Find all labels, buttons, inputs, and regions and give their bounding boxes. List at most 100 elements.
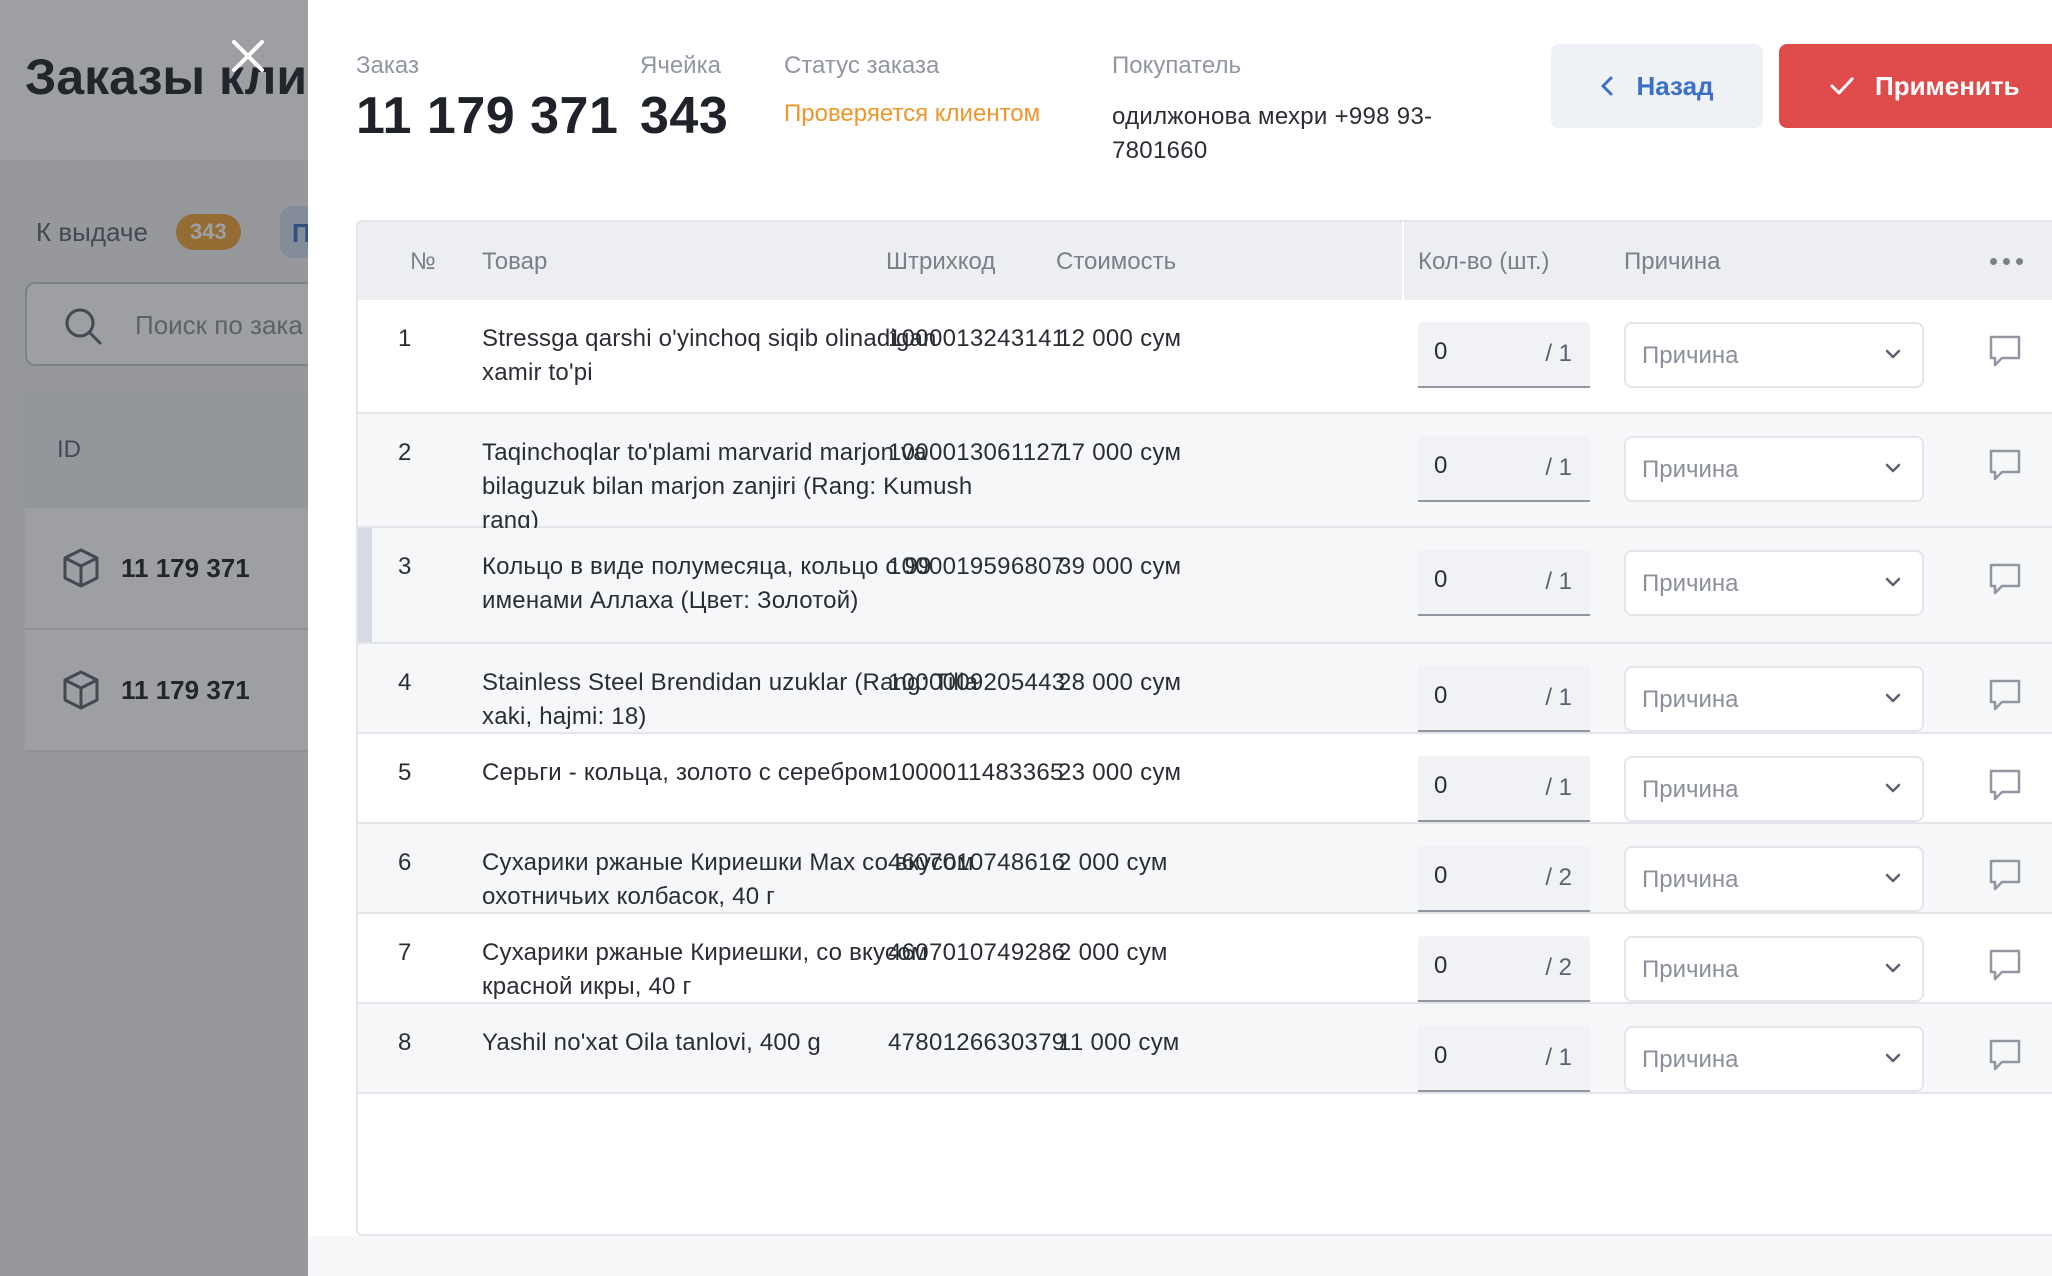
price: 2 000 сум: [1058, 849, 1168, 876]
quantity-field[interactable]: / 1: [1418, 436, 1590, 502]
barcode: 1000013061127: [888, 439, 1064, 466]
quantity-input[interactable]: [1434, 338, 1514, 366]
comment-icon[interactable]: [1988, 448, 2022, 482]
product-name: Сухарики ржаные Кириешки Max со вкусом о…: [482, 849, 974, 910]
comment-icon[interactable]: [1988, 858, 2022, 892]
check-icon: [1830, 77, 1854, 95]
reason-select[interactable]: Причина: [1624, 1026, 1924, 1092]
cell-label: Ячейка: [640, 52, 721, 79]
reason-select-placeholder: Причина: [1642, 570, 1739, 597]
table-row[interactable]: 11 179 371: [25, 630, 545, 752]
chevron-down-icon: [1885, 1053, 1901, 1063]
reason-select[interactable]: Причина: [1624, 936, 1924, 1002]
table-row: 4 Stainless Steel Brendidan uzuklar (Rang…: [358, 644, 2052, 734]
table-row[interactable]: 11 179 371: [25, 508, 545, 630]
row-number: 3: [398, 553, 412, 580]
quantity-field[interactable]: / 1: [1418, 756, 1590, 822]
price: 2 000 сум: [1058, 939, 1168, 966]
reason-select[interactable]: Причина: [1624, 550, 1924, 616]
table-row: 7 Сухарики ржаные Кириешки, со вкусом кра…: [358, 914, 2052, 1004]
back-button-label: Назад: [1636, 70, 1714, 101]
row-number: 7: [398, 939, 412, 966]
quantity-field[interactable]: / 1: [1418, 1026, 1590, 1092]
barcode: 1000019596807: [888, 553, 1066, 580]
buyer-label: Покупатель: [1112, 52, 1241, 79]
quantity-field[interactable]: / 2: [1418, 846, 1590, 912]
row-number: 2: [398, 439, 412, 466]
reason-select[interactable]: Причина: [1624, 322, 1924, 388]
box-icon: [63, 548, 99, 588]
column-header-price: Стоимость: [1056, 248, 1177, 275]
comment-icon[interactable]: [1988, 1038, 2022, 1072]
quantity-total: / 1: [1545, 454, 1572, 481]
reason-select[interactable]: Причина: [1624, 846, 1924, 912]
barcode: 4607010748616: [888, 849, 1066, 876]
price: 11 000 сум: [1058, 1029, 1180, 1056]
reason-select[interactable]: Причина: [1624, 756, 1924, 822]
column-header-num: №: [410, 248, 436, 275]
quantity-field[interactable]: / 2: [1418, 936, 1590, 1002]
quantity-input[interactable]: [1434, 566, 1514, 594]
reason-select[interactable]: Причина: [1624, 436, 1924, 502]
reason-select-placeholder: Причина: [1642, 342, 1739, 369]
barcode: 4780126630379: [888, 1029, 1066, 1056]
product-name: Кольцо в виде полумесяца, кольцо с 99 им…: [482, 553, 932, 614]
quantity-total: / 1: [1545, 340, 1572, 367]
quantity-field[interactable]: / 1: [1418, 322, 1590, 388]
quantity-field[interactable]: / 1: [1418, 666, 1590, 732]
chevron-down-icon: [1885, 783, 1901, 793]
quantity-input[interactable]: [1434, 682, 1514, 710]
quantity-field[interactable]: / 1: [1418, 550, 1590, 616]
quantity-input[interactable]: [1434, 862, 1514, 890]
order-items-table: № Товар Штрихкод Стоимость Кол-во (шт.) …: [356, 220, 2052, 1236]
page-title: Заказы кли: [25, 49, 308, 105]
tab-count-badge: 343: [175, 214, 241, 250]
order-label: Заказ: [356, 52, 419, 79]
column-header-product: Товар: [482, 248, 548, 275]
apply-button-label: Применить: [1875, 70, 2020, 101]
quantity-input[interactable]: [1434, 452, 1514, 480]
box-icon: [63, 670, 99, 710]
row-number: 5: [398, 759, 412, 786]
quantity-input[interactable]: [1434, 772, 1514, 800]
barcode: 1000013243141: [888, 325, 1066, 352]
chevron-down-icon: [1885, 577, 1901, 587]
cell-number: 343: [640, 87, 729, 145]
close-icon[interactable]: [228, 36, 268, 76]
column-header-reason: Причина: [1624, 248, 1721, 275]
comment-icon[interactable]: [1988, 562, 2022, 596]
tab-to-issue[interactable]: К выдаче 343: [36, 214, 241, 250]
quantity-input[interactable]: [1434, 952, 1514, 980]
comment-icon[interactable]: [1988, 948, 2022, 982]
reason-select[interactable]: Причина: [1624, 666, 1924, 732]
column-header-barcode: Штрихкод: [886, 248, 996, 275]
buyer-value: одилжонова мехри +998 93-7801660: [1112, 103, 1433, 164]
comment-icon[interactable]: [1988, 678, 2022, 712]
quantity-total: / 1: [1545, 568, 1572, 595]
table-row: 8 Yashil no'xat Oila tanlovi, 400 g 478012…: [358, 1004, 2052, 1094]
product-name: Yashil no'xat Oila tanlovi, 400 g: [482, 1029, 821, 1056]
product-name: Taqinchoqlar to'plami marvarid marjon va…: [482, 439, 973, 534]
chevron-down-icon: [1885, 463, 1901, 473]
status-value: Проверяется клиентом: [784, 100, 1041, 127]
barcode: 1000009205443: [888, 669, 1066, 696]
product-name: Серьги - кольца, золото с серебром: [482, 759, 889, 786]
row-number: 4: [398, 669, 412, 696]
order-info: Заказ 11 179 371: [356, 52, 618, 146]
comment-icon[interactable]: [1988, 768, 2022, 802]
table-row: 2 Taqinchoqlar to'plami marvarid marjon v…: [358, 414, 2052, 534]
chevron-down-icon: [1885, 349, 1901, 359]
back-button[interactable]: Назад: [1551, 44, 1763, 128]
quantity-input[interactable]: [1434, 1042, 1514, 1070]
barcode: 1000011483365: [888, 759, 1064, 786]
comment-icon[interactable]: [1988, 334, 2022, 368]
reason-select-placeholder: Причина: [1642, 956, 1739, 983]
barcode: 4607010749286: [888, 939, 1066, 966]
more-options-icon[interactable]: [1990, 258, 2023, 265]
table-row: 1 Stressga qarshi o'yinchoq siqib olinadi…: [358, 300, 2052, 414]
price: 17 000 сум: [1058, 439, 1182, 466]
tab-label: К выдаче: [36, 216, 148, 247]
apply-button[interactable]: Применить: [1779, 44, 2052, 128]
quantity-total: / 2: [1545, 864, 1572, 891]
status-label: Статус заказа: [784, 52, 940, 79]
